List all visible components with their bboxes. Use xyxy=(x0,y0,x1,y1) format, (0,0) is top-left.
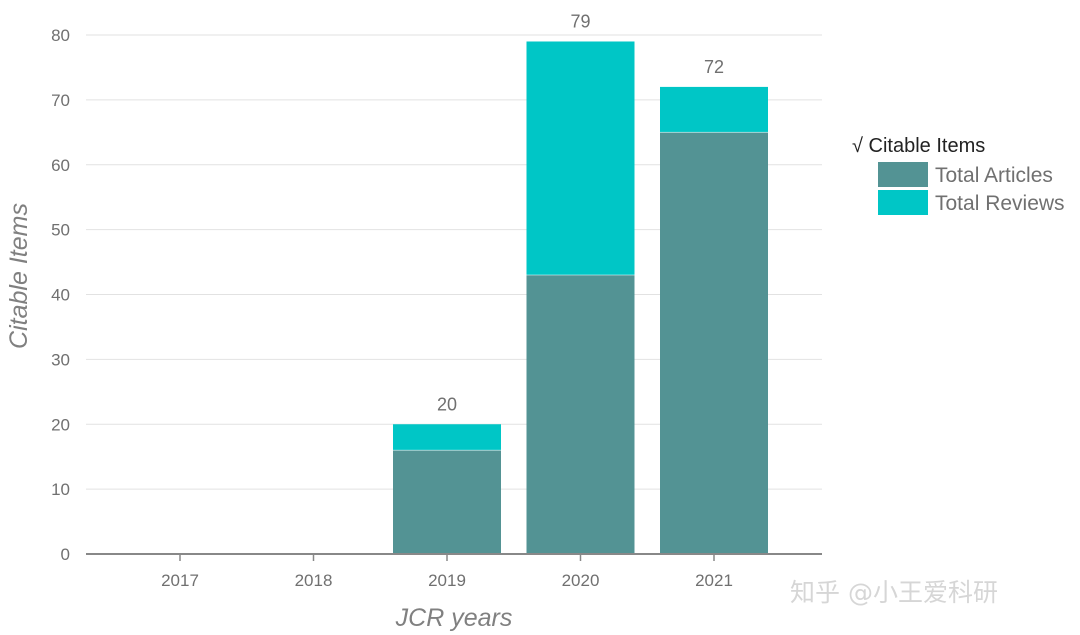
legend: √ Citable Items Total Articles Total Revi… xyxy=(852,135,1065,215)
legend-title: √ Citable Items xyxy=(852,135,985,157)
legend-swatch-articles xyxy=(878,162,928,187)
x-axis-title: JCR years xyxy=(395,604,513,632)
total-label-2020: 79 xyxy=(570,11,590,31)
y-tick-label: 70 xyxy=(51,91,70,110)
gridlines xyxy=(86,34,822,490)
y-tick-label: 60 xyxy=(51,156,70,175)
x-tick-label: 2018 xyxy=(295,571,333,590)
legend-label-reviews: Total Reviews xyxy=(935,192,1065,215)
total-label-2021: 72 xyxy=(704,57,724,77)
y-tick-label: 20 xyxy=(51,415,70,434)
x-tick-label: 2019 xyxy=(428,571,466,590)
y-tick-label: 0 xyxy=(61,545,70,564)
legend-label-articles: Total Articles xyxy=(935,164,1053,187)
bar-articles-2020 xyxy=(526,275,635,554)
watermark-text: 知乎 @小王爱科研 xyxy=(790,578,998,607)
legend-swatch-reviews xyxy=(878,190,928,215)
y-tick-label: 10 xyxy=(51,480,70,499)
x-tick-label: 2020 xyxy=(562,571,600,590)
bar-articles-2019 xyxy=(393,450,501,554)
y-tick-label: 50 xyxy=(51,221,70,240)
total-label-2019: 20 xyxy=(437,394,457,414)
bars xyxy=(393,41,768,554)
y-tick-label: 40 xyxy=(51,286,70,305)
bar-reviews-2020 xyxy=(526,41,635,276)
x-tick-label: 2021 xyxy=(695,571,733,590)
data-labels: 20 79 72 xyxy=(437,11,724,414)
bar-articles-2021 xyxy=(660,132,768,554)
y-tick-label: 30 xyxy=(51,350,70,369)
x-axis-ticks: 2017 2018 2019 2020 2021 xyxy=(161,554,733,590)
x-tick-label: 2017 xyxy=(161,571,199,590)
bar-reviews-2021 xyxy=(660,86,768,133)
y-axis-ticks: 0 10 20 30 40 50 60 70 80 xyxy=(51,26,70,564)
bar-reviews-2019 xyxy=(393,424,501,451)
y-axis-title: Citable Items xyxy=(5,203,33,349)
y-tick-label: 80 xyxy=(51,26,70,45)
